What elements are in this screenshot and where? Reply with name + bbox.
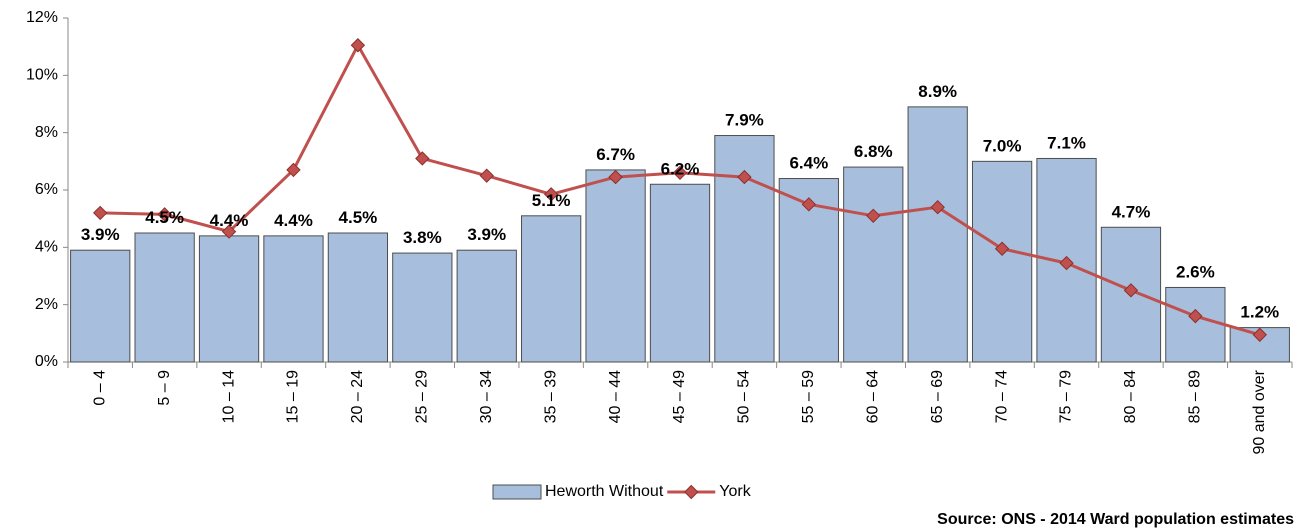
data-label: 6.4%: [789, 154, 828, 173]
bar: [70, 249, 131, 363]
x-tick-label: 90 and over: [1251, 369, 1268, 454]
x-tick-label: 5 – 9: [156, 370, 173, 406]
marker: [801, 197, 817, 212]
data-label: 3.9%: [81, 225, 120, 244]
marker: [1252, 327, 1267, 342]
marker: [415, 151, 430, 166]
data-label: 7.1%: [1047, 133, 1086, 152]
marker: [479, 168, 494, 183]
marker: [157, 207, 172, 222]
x-tick-label: 50 – 54: [736, 370, 753, 423]
data-label: 5.1%: [532, 191, 571, 210]
x-tick-label: 30 – 34: [478, 370, 495, 423]
data-label: 2.6%: [1176, 262, 1215, 281]
bar: [907, 106, 968, 363]
bar: [585, 169, 646, 363]
legend-label: Heworth Without: [545, 483, 664, 500]
x-tick-label: 0 – 4: [91, 370, 108, 406]
bar: [649, 183, 711, 363]
marker: [221, 224, 237, 239]
bar: [1165, 286, 1226, 363]
bar: [714, 135, 775, 363]
x-tick-label: 65 – 69: [929, 370, 946, 423]
data-label: 4.4%: [210, 211, 249, 230]
y-tick-label: 4%: [35, 239, 58, 256]
marker: [672, 165, 688, 181]
x-tick-label: 75 – 79: [1058, 370, 1075, 423]
data-label: 4.4%: [274, 211, 313, 230]
bar: [327, 232, 389, 363]
data-label: 6.2%: [661, 159, 700, 178]
data-label: 6.8%: [854, 142, 893, 161]
x-tick-label: 10 – 14: [220, 370, 237, 423]
marker: [994, 241, 1010, 256]
data-label: 7.0%: [983, 136, 1022, 155]
bar: [392, 252, 453, 363]
bar: [971, 160, 1033, 363]
data-label: 7.9%: [725, 111, 764, 130]
x-tick-label: 55 – 59: [800, 370, 817, 423]
marker: [93, 205, 108, 221]
x-tick-label: 60 – 64: [864, 370, 881, 423]
marker: [737, 169, 752, 185]
y-tick-label: 0%: [35, 353, 58, 370]
marker: [350, 38, 366, 53]
data-label: 6.7%: [596, 145, 635, 164]
data-label: 4.5%: [339, 208, 378, 227]
data-label: 4.7%: [1112, 202, 1151, 221]
x-tick-label: 40 – 44: [607, 370, 624, 423]
data-label: 3.8%: [403, 228, 442, 247]
data-label: 8.9%: [918, 82, 957, 101]
bar: [843, 166, 904, 363]
bar: [263, 235, 324, 363]
data-label: 1.2%: [1240, 303, 1279, 322]
marker: [1059, 255, 1074, 271]
bar: [198, 235, 260, 363]
x-tick-label: 80 – 84: [1122, 370, 1139, 423]
legend-label: York: [719, 483, 751, 500]
marker: [543, 187, 559, 202]
marker: [866, 208, 881, 224]
data-label: 3.9%: [467, 225, 506, 244]
x-tick-label: 45 – 49: [671, 370, 688, 423]
data-label: 4.5%: [145, 208, 184, 227]
bar: [134, 232, 195, 363]
x-tick-label: 20 – 24: [349, 370, 366, 423]
y-tick-label: 6%: [35, 181, 58, 198]
x-tick-label: 70 – 74: [993, 370, 1010, 423]
y-tick-label: 2%: [35, 296, 58, 313]
legend-marker: [684, 484, 699, 500]
marker: [608, 169, 623, 185]
marker: [1188, 308, 1203, 324]
y-tick-label: 10%: [26, 67, 58, 84]
marker: [1123, 283, 1139, 298]
y-tick-label: 12%: [26, 9, 58, 26]
source: Source: ONS - 2014 Ward population estim…: [937, 511, 1294, 528]
legend-swatch: [492, 484, 542, 500]
x-tick-label: 85 – 89: [1187, 370, 1204, 423]
bar: [456, 249, 517, 363]
x-tick-label: 25 – 29: [414, 370, 431, 423]
x-tick-label: 15 – 19: [285, 370, 302, 423]
marker: [286, 162, 301, 178]
bar: [521, 215, 582, 363]
marker: [930, 199, 945, 215]
x-tick-label: 35 – 39: [542, 370, 559, 423]
y-tick-label: 8%: [35, 124, 58, 141]
